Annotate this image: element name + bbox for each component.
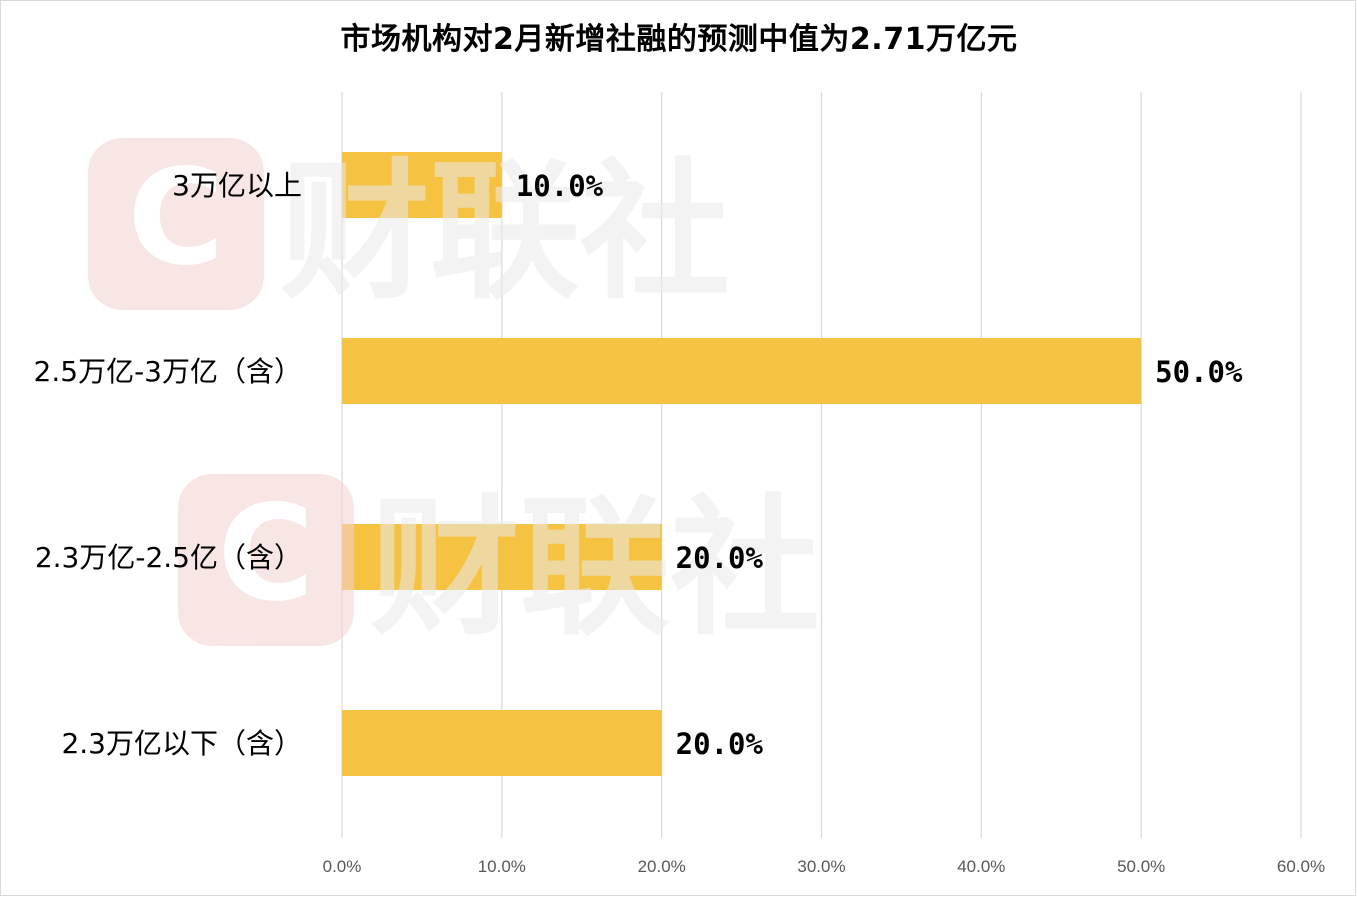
- bar: [342, 524, 662, 590]
- category-label: 2.5万亿-3万亿（含）: [34, 355, 302, 388]
- bar: [342, 710, 662, 776]
- category-label: 3万亿以上: [172, 169, 302, 202]
- x-tick-label: 20.0%: [638, 857, 686, 876]
- data-label: 10.0%: [516, 169, 604, 203]
- category-label: 2.3万亿以下（含）: [61, 727, 302, 760]
- x-tick-label: 30.0%: [797, 857, 845, 876]
- data-label: 50.0%: [1155, 355, 1243, 389]
- bar: [342, 152, 502, 218]
- labels: 0.0% 10.0% 20.0% 30.0% 40.0% 50.0% 60.0% 3万亿以上 2…: [34, 169, 1326, 876]
- watermark-c-icon: C: [128, 141, 225, 295]
- x-tick-label: 40.0%: [957, 857, 1005, 876]
- x-tick-label: 10.0%: [478, 857, 526, 876]
- x-tick-label: 0.0%: [323, 857, 362, 876]
- watermark-badge: [88, 138, 264, 310]
- category-label: 2.3万亿-2.5亿（含）: [35, 541, 302, 574]
- bars: [342, 152, 1142, 776]
- data-label: 20.0%: [676, 541, 764, 575]
- x-tick-label: 50.0%: [1117, 857, 1165, 876]
- data-label: 20.0%: [676, 727, 764, 761]
- x-tick-label: 60.0%: [1277, 857, 1325, 876]
- chart-title: 市场机构对2月新增社融的预测中值为2.71万亿元: [340, 22, 1018, 57]
- bar: [342, 338, 1142, 404]
